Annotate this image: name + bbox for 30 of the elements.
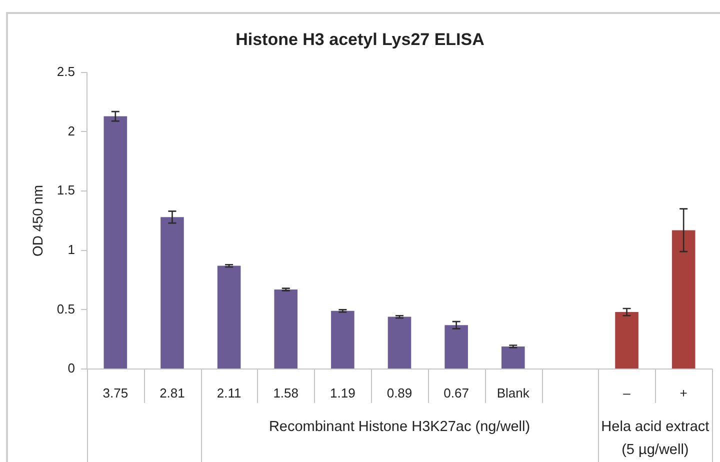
x-tick-label: Blank bbox=[496, 385, 530, 400]
bar bbox=[104, 116, 128, 368]
x-tick-label: 0.67 bbox=[444, 385, 469, 400]
y-tick-label: 1 bbox=[68, 242, 75, 257]
bar bbox=[160, 217, 184, 368]
bar bbox=[444, 325, 468, 368]
bar bbox=[217, 266, 241, 368]
text: Recombinant Histone H3K27ac (ng/well) bbox=[268, 419, 530, 435]
chart-title: Histone H3 acetyl Lys27 ELISA bbox=[236, 30, 484, 49]
x-tick-label: + bbox=[680, 385, 688, 400]
x-tick-label: 3.75 bbox=[102, 385, 128, 400]
bar bbox=[501, 346, 525, 368]
x-tick-label: 1.58 bbox=[273, 385, 299, 400]
y-tick-label: 0 bbox=[68, 360, 75, 376]
y-axis-title: OD 450 nm bbox=[29, 184, 46, 256]
x-tick-label: 2.11 bbox=[216, 385, 242, 400]
y-tick-label: 2 bbox=[68, 123, 75, 138]
y-tick-label: 0.5 bbox=[56, 301, 75, 316]
bar bbox=[388, 316, 412, 368]
x-tick-label: 0.89 bbox=[386, 385, 412, 400]
bar bbox=[274, 290, 298, 368]
bar bbox=[615, 312, 638, 368]
x-tick-label: 2.81 bbox=[160, 385, 185, 400]
bar bbox=[331, 310, 354, 368]
y-tick-label: 2.5 bbox=[56, 64, 75, 79]
x-tick-label: – bbox=[623, 385, 632, 400]
x-tick-label: 1.19 bbox=[330, 385, 356, 400]
y-tick-label: 1.5 bbox=[56, 182, 75, 198]
text: Hela acid extract (5 µg/well) bbox=[601, 419, 710, 458]
bar bbox=[672, 230, 696, 368]
